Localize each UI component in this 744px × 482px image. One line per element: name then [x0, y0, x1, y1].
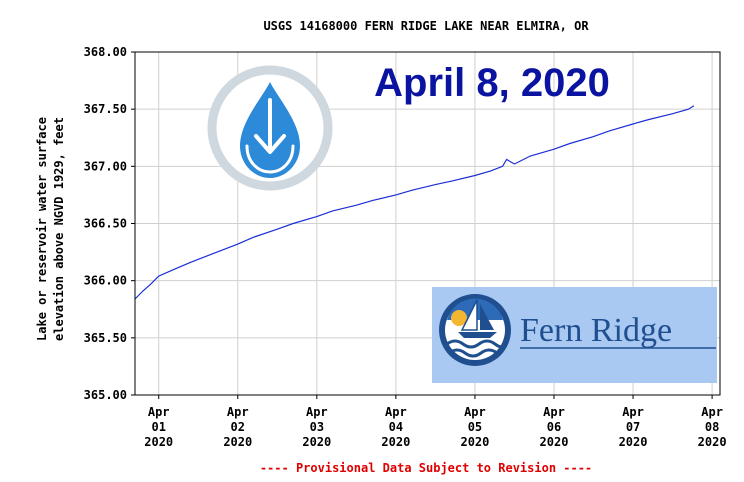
brand-name-text: Fern Ridge: [520, 312, 672, 349]
y-axis-ticks: 365.00 365.50 366.00 366.50 367.00 367.50 368.…: [84, 45, 135, 402]
y-tick-label: 365.00: [84, 388, 127, 402]
chart-title: USGS 14168000 FERN RIDGE LAKE NEAR ELMIR…: [263, 19, 589, 33]
fern-ridge-logo-panel: Fern Ridge: [432, 287, 717, 383]
date-overlay-text: April 8, 2020: [374, 61, 610, 105]
x-tick-label: Apr 03 2020: [302, 405, 331, 449]
provisional-data-notice: ---- Provisional Data Subject to Revisio…: [260, 461, 592, 475]
x-tick-label: Apr 07 2020: [619, 405, 648, 449]
y-tick-label: 366.00: [84, 274, 127, 288]
x-tick-label: Apr 01 2020: [144, 405, 173, 449]
y-axis-label-line-2: elevation above NGVD 1929, feet: [52, 117, 66, 341]
sailboat-logo-icon: [439, 294, 511, 366]
y-tick-label: 367.00: [84, 159, 127, 173]
y-tick-label: 365.50: [84, 331, 127, 345]
x-tick-label: Apr 02 2020: [223, 405, 252, 449]
x-tick-label: Apr 06 2020: [540, 405, 569, 449]
x-axis-ticks: Apr 01 2020 Apr 02 2020 Apr 03 2020 Apr 04 2020 Apr 0…: [144, 395, 727, 449]
y-axis-label-line-1: Lake or reservoir water surface: [35, 117, 49, 341]
plot-border: [134, 51, 721, 396]
y-tick-label: 368.00: [84, 45, 127, 59]
y-tick-label: 366.50: [84, 217, 127, 231]
x-tick-label: Apr 05 2020: [460, 405, 489, 449]
series-line-elevation: [134, 105, 695, 300]
y-tick-label: 367.50: [84, 102, 127, 116]
x-tick-label: Apr 04 2020: [381, 405, 410, 449]
y-axis-label: Lake or reservoir water surface elevatio…: [35, 117, 66, 341]
x-tick-label: Apr 08 2020: [698, 405, 727, 449]
water-drop-down-arrow-icon: [207, 65, 333, 191]
